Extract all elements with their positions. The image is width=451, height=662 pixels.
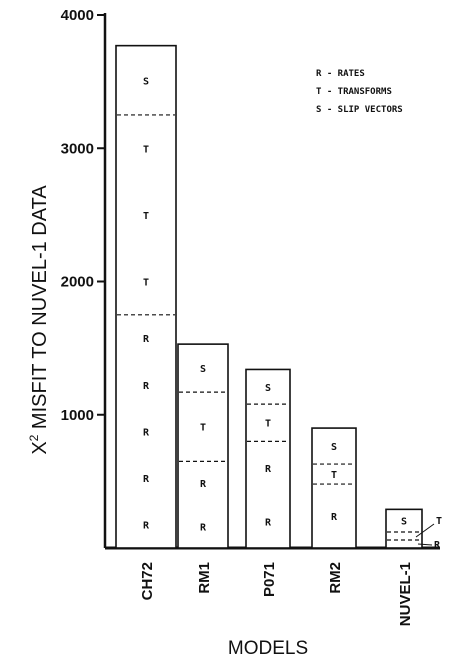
y-tick-label: 3000 xyxy=(61,140,94,157)
bar-group-ch72: R R R R R T T T S CH72 xyxy=(115,44,177,600)
nuvel-side-labels: TR xyxy=(415,516,442,551)
stacked-bars: R R R R R T T T S CH72 R R T S RM1 R R T S P071 R T S RM2 S NUVEL… xyxy=(115,44,442,626)
y-axis-label: X2 MISFIT TO NUVEL-1 DATA xyxy=(27,185,51,455)
y-tick-label: 4000 xyxy=(61,7,94,24)
segment-letter-t: T xyxy=(265,419,271,430)
segment-letter-t: T xyxy=(143,144,149,155)
segment-letter-r: R xyxy=(265,517,272,528)
y-tick-label: 1000 xyxy=(61,407,94,424)
callout-line-r xyxy=(417,543,433,546)
bar-group-rm1: R R T S RM1 xyxy=(177,343,229,594)
category-label: CH72 xyxy=(139,562,156,600)
bar-outline xyxy=(311,427,357,549)
segment-letter-t: T xyxy=(200,423,206,434)
segment-letter-r: R xyxy=(143,427,150,438)
category-label: NUVEL-1 xyxy=(397,562,414,626)
segment-letter-s: S xyxy=(143,76,149,87)
category-label: RM2 xyxy=(327,562,344,594)
bar-group-nuvel-1: S NUVEL-1 xyxy=(385,508,423,626)
bar-group-p071: R R T S P071 xyxy=(245,368,291,597)
segment-letter-r: R xyxy=(143,474,150,485)
side-label-r: R xyxy=(434,540,441,551)
segment-letter-r: R xyxy=(265,464,272,475)
segment-letter-r: R xyxy=(143,381,150,392)
legend-entry: R - RATES xyxy=(316,69,365,79)
segment-letter-r: R xyxy=(331,512,338,523)
segment-letter-t: T xyxy=(143,278,149,289)
segment-letter-r: R xyxy=(200,522,207,533)
axis-labels: X2 MISFIT TO NUVEL-1 DATA MODELS xyxy=(27,185,308,659)
segment-letter-s: S xyxy=(331,442,337,453)
bar-outline xyxy=(385,508,423,549)
category-label: RM1 xyxy=(196,562,213,594)
side-label-t: T xyxy=(436,516,442,527)
segment-letter-s: S xyxy=(200,364,206,375)
category-label: P071 xyxy=(261,562,278,597)
legend-entry: T - TRANSFORMS xyxy=(316,87,392,97)
bar-group-rm2: R T S RM2 xyxy=(311,427,357,594)
callout-line-t xyxy=(415,523,435,538)
segment-letter-t: T xyxy=(331,470,337,481)
segment-letter-r: R xyxy=(143,521,150,532)
legend-entry: S - SLIP VECTORS xyxy=(316,105,403,115)
bar-outline xyxy=(115,44,177,549)
bar-outline xyxy=(245,368,291,549)
segment-letter-r: R xyxy=(143,334,150,345)
legend: R - RATES T - TRANSFORMS S - SLIP VECTORS xyxy=(316,69,403,115)
bar-outline xyxy=(177,343,229,549)
segment-letter-t: T xyxy=(143,211,149,222)
segment-letter-r: R xyxy=(200,479,207,490)
segment-letter-s: S xyxy=(401,517,407,528)
x-axis-label: MODELS xyxy=(228,638,308,659)
segment-letter-s: S xyxy=(265,383,271,394)
y-tick-label: 2000 xyxy=(61,274,94,291)
